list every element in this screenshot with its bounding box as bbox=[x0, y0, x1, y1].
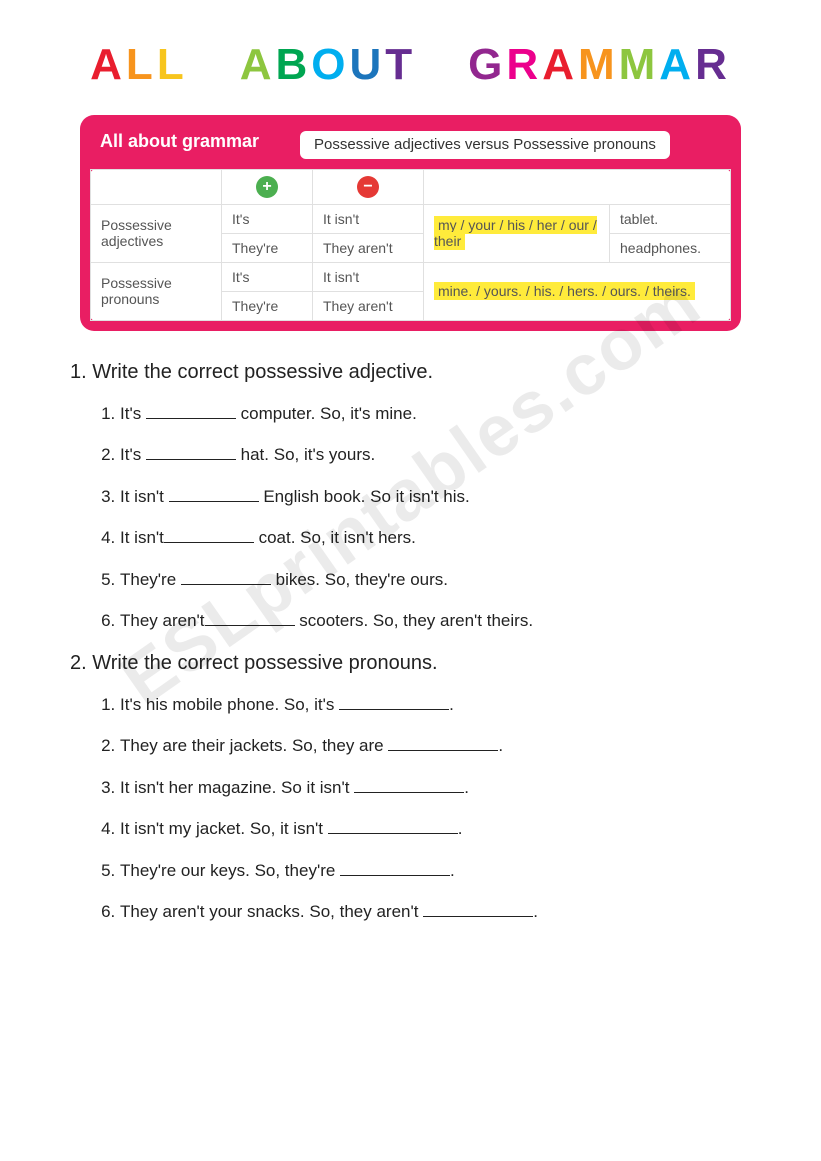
worksheet-page: ESLprintables.com ALL ABOUT GRAMMAR All … bbox=[0, 0, 821, 982]
blank-field[interactable] bbox=[205, 608, 295, 626]
exercise-text-post: . bbox=[449, 695, 454, 714]
exercise-item: They aren't your snacks. So, they aren't… bbox=[120, 899, 761, 925]
exercise-text-pre: They're bbox=[120, 570, 181, 589]
exercise-text-pre: They are their jackets. So, they are bbox=[120, 736, 388, 755]
exercise-text-post: . bbox=[450, 861, 455, 880]
exercise-text-pre: It's bbox=[120, 404, 146, 423]
blank-field[interactable] bbox=[146, 442, 236, 460]
title-letter: L bbox=[126, 40, 157, 90]
blank-field[interactable] bbox=[354, 775, 464, 793]
section1-list: It's computer. So, it's mine.It's hat. S… bbox=[60, 401, 761, 634]
title-letter: U bbox=[350, 40, 386, 90]
blank-field[interactable] bbox=[169, 484, 259, 502]
exercise-text-post: scooters. So, they aren't theirs. bbox=[295, 611, 534, 630]
exercise-text-post: English book. So it isn't his. bbox=[259, 487, 470, 506]
minus-icon: − bbox=[357, 176, 379, 198]
blank-field[interactable] bbox=[181, 567, 271, 585]
section1-title: 1. Write the correct possessive adjectiv… bbox=[70, 361, 761, 384]
row-label-adjectives: Possessive adjectives bbox=[91, 204, 222, 262]
title-letter: A bbox=[90, 40, 126, 90]
cell: mine. / yours. / his. / hers. / ours. / … bbox=[424, 262, 731, 320]
exercise-text-pre: They aren't bbox=[120, 611, 205, 630]
cell: They're bbox=[222, 233, 313, 262]
exercise-text-post: . bbox=[458, 819, 463, 838]
exercise-text-pre: They're our keys. So, they're bbox=[120, 861, 340, 880]
blank-field[interactable] bbox=[339, 692, 449, 710]
title-letter: M bbox=[619, 40, 660, 90]
blank-field[interactable] bbox=[164, 525, 254, 543]
exercise-item: It's hat. So, it's yours. bbox=[120, 442, 761, 468]
exercise-item: It's his mobile phone. So, it's . bbox=[120, 692, 761, 718]
box-header-title: All about grammar bbox=[100, 131, 300, 152]
title-letter: M bbox=[578, 40, 619, 90]
exercise-text-pre: It isn't bbox=[120, 528, 164, 547]
main-title: ALL ABOUT GRAMMAR bbox=[60, 40, 761, 90]
title-letter: T bbox=[385, 40, 416, 90]
blank-field[interactable] bbox=[388, 733, 498, 751]
exercise-text-pre: It's bbox=[120, 445, 146, 464]
title-letter: A bbox=[659, 40, 695, 90]
cell: It isn't bbox=[313, 262, 424, 291]
exercise-text-post: . bbox=[533, 902, 538, 921]
exercise-text-post: bikes. So, they're ours. bbox=[271, 570, 448, 589]
exercise-item: They are their jackets. So, they are . bbox=[120, 733, 761, 759]
exercise-item: It isn't her magazine. So it isn't . bbox=[120, 775, 761, 801]
title-letter: R bbox=[695, 40, 731, 90]
section2-list: It's his mobile phone. So, it's .They ar… bbox=[60, 692, 761, 925]
exercise-item: They're bikes. So, they're ours. bbox=[120, 567, 761, 593]
cell: It's bbox=[222, 204, 313, 233]
grammar-table: + − Possessive adjectives It's It isn't … bbox=[90, 169, 731, 321]
row-label-pronouns: Possessive pronouns bbox=[91, 262, 222, 320]
title-letter: A bbox=[542, 40, 578, 90]
cell: headphones. bbox=[610, 233, 731, 262]
cell: They're bbox=[222, 291, 313, 320]
title-letter: R bbox=[506, 40, 542, 90]
exercise-item: It's computer. So, it's mine. bbox=[120, 401, 761, 427]
cell: It isn't bbox=[313, 204, 424, 233]
title-letter: O bbox=[311, 40, 349, 90]
box-header-subtitle: Possessive adjectives versus Possessive … bbox=[300, 131, 670, 159]
title-letter: L bbox=[157, 40, 188, 90]
cell: They aren't bbox=[313, 233, 424, 262]
exercise-text-post: hat. So, it's yours. bbox=[236, 445, 375, 464]
exercise-item: It isn't coat. So, it isn't hers. bbox=[120, 525, 761, 551]
highlight: my / your / his / her / our / their bbox=[434, 216, 597, 250]
grammar-box: All about grammar Possessive adjectives … bbox=[80, 115, 741, 331]
plus-icon: + bbox=[256, 176, 278, 198]
section2-title: 2. Write the correct possessive pronouns… bbox=[70, 652, 761, 675]
blank-field[interactable] bbox=[340, 858, 450, 876]
title-letter: B bbox=[275, 40, 311, 90]
exercise-item: It isn't English book. So it isn't his. bbox=[120, 484, 761, 510]
blank-field[interactable] bbox=[423, 899, 533, 917]
cell: They aren't bbox=[313, 291, 424, 320]
highlight: mine. / yours. / his. / hers. / ours. / … bbox=[434, 282, 695, 300]
exercise-text-post: coat. So, it isn't hers. bbox=[254, 528, 416, 547]
exercise-item: They aren't scooters. So, they aren't th… bbox=[120, 608, 761, 634]
blank-field[interactable] bbox=[328, 816, 458, 834]
title-letter: G bbox=[468, 40, 506, 90]
exercise-item: It isn't my jacket. So, it isn't . bbox=[120, 816, 761, 842]
exercise-text-pre: It isn't her magazine. So it isn't bbox=[120, 778, 354, 797]
exercise-text-post: . bbox=[464, 778, 469, 797]
exercise-text-pre: It isn't bbox=[120, 487, 169, 506]
exercise-text-post: computer. So, it's mine. bbox=[236, 404, 417, 423]
cell: tablet. bbox=[610, 204, 731, 233]
title-letter: A bbox=[240, 40, 276, 90]
exercise-text-pre: They aren't your snacks. So, they aren't bbox=[120, 902, 423, 921]
box-header: All about grammar Possessive adjectives … bbox=[90, 125, 731, 169]
cell: my / your / his / her / our / their bbox=[424, 204, 610, 262]
exercise-item: They're our keys. So, they're . bbox=[120, 858, 761, 884]
exercise-text-post: . bbox=[498, 736, 503, 755]
blank-field[interactable] bbox=[146, 401, 236, 419]
exercise-text-pre: It isn't my jacket. So, it isn't bbox=[120, 819, 328, 838]
exercise-text-pre: It's his mobile phone. So, it's bbox=[120, 695, 339, 714]
cell: It's bbox=[222, 262, 313, 291]
